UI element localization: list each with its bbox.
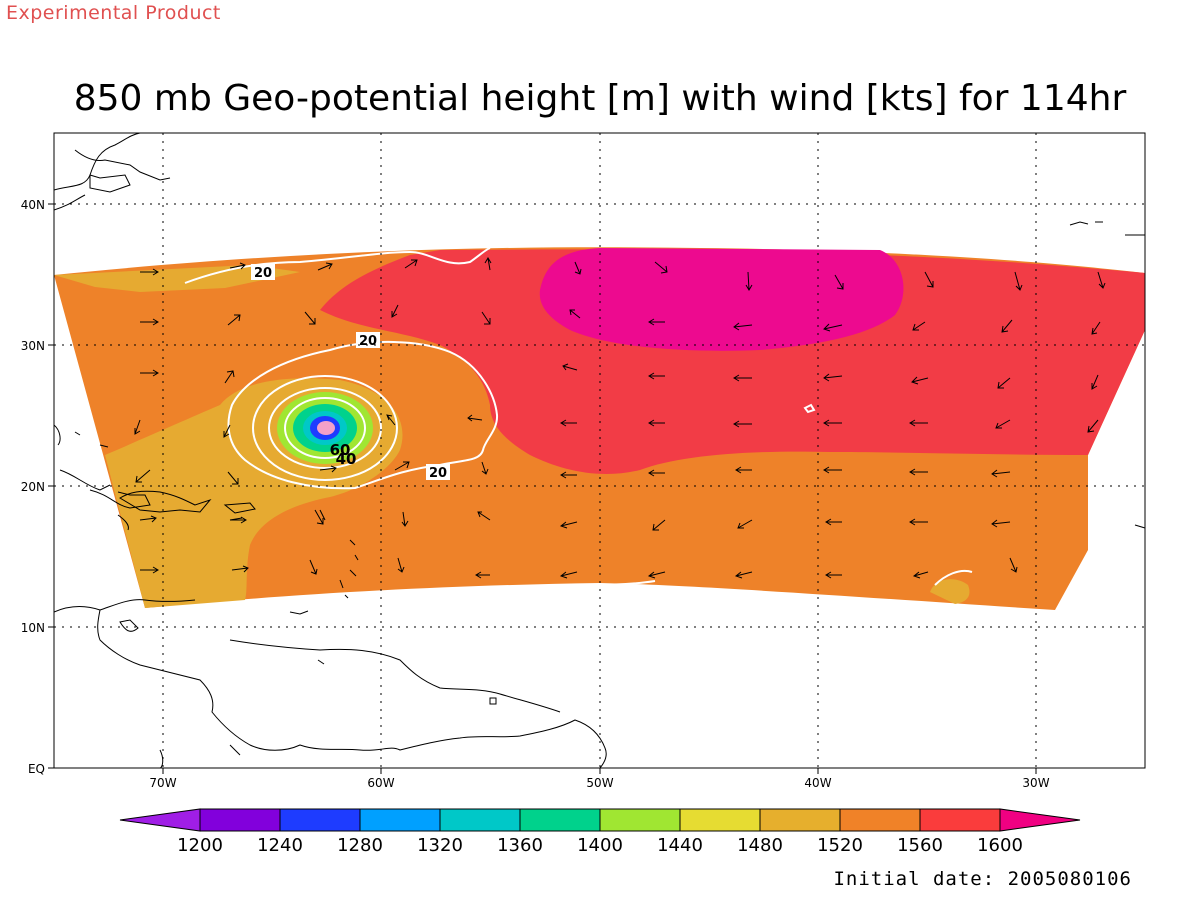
colorbar-segment [199, 808, 281, 832]
colorbar-segment [279, 808, 361, 832]
colorbar-low-arrow [119, 808, 201, 832]
plot-area: 20 20 20 60 40 [54, 133, 1145, 768]
wind-speed-contours [184, 247, 973, 586]
lon-label: 70W [149, 776, 176, 790]
colorbar-segment [439, 808, 521, 832]
colorbar-segment [919, 808, 1001, 832]
colorbar-tick-label: 1520 [817, 835, 863, 856]
colorbar-tick-label: 1600 [977, 835, 1023, 856]
experimental-product-label: Experimental Product [6, 2, 221, 24]
colorbar-labels: 1200 1240 1280 1320 1360 1400 1440 1480 … [177, 835, 1023, 856]
storm-center [277, 392, 373, 464]
lat-label: EQ [28, 762, 45, 776]
colorbar-tick-label: 1240 [257, 835, 303, 856]
lat-label: 30N [21, 339, 45, 353]
height-field-1520-1560-east-patch [930, 579, 970, 604]
map-grid [54, 133, 1145, 768]
contour-labels: 20 20 20 60 40 [251, 264, 450, 481]
lon-label: 60W [367, 776, 394, 790]
axis-ticks [48, 203, 1037, 774]
colorbar-tick-label: 1400 [577, 835, 623, 856]
colorbar-segment [519, 808, 601, 832]
colorbar-tick-label: 1440 [657, 835, 703, 856]
colorbar-high-arrow [999, 808, 1081, 832]
height-field-above-1600 [539, 248, 904, 351]
colorbar-segment [599, 808, 681, 832]
colorbar-segment [359, 808, 441, 832]
wind-vectors [134, 257, 1106, 579]
height-field-1520-1560-west [54, 265, 300, 292]
contour-label: 20 [359, 334, 377, 349]
lat-label: 40N [21, 198, 45, 212]
colorbar-tick-label: 1480 [737, 835, 783, 856]
colorbar-tick-label: 1320 [417, 835, 463, 856]
colorbar-tick-label: 1280 [337, 835, 383, 856]
initial-date-label: Initial date: 2005080106 [833, 868, 1132, 890]
contour-label: 40 [336, 450, 357, 468]
colorbar-tick-label: 1560 [897, 835, 943, 856]
contour-label: 20 [254, 266, 272, 281]
colorbar-tick-label: 1200 [177, 835, 223, 856]
contour-label: 20 [429, 466, 447, 481]
lon-label: 40W [804, 776, 831, 790]
map-title: 850 mb Geo-potential height [m] with win… [73, 78, 1127, 119]
lat-label: 10N [21, 621, 45, 635]
colorbar-segment [759, 808, 841, 832]
lon-label: 30W [1022, 776, 1049, 790]
colorbar-segment [839, 808, 921, 832]
longitude-labels: 70W 60W 50W 40W 30W [149, 776, 1049, 790]
lon-label: 50W [586, 776, 613, 790]
lat-label: 20N [21, 480, 45, 494]
height-field-1600-plus [320, 249, 1145, 475]
latitude-labels: 40N 30N 20N 10N EQ [21, 198, 45, 776]
colorbar-tick-label: 1360 [497, 835, 543, 856]
contour-label: 60 [330, 441, 351, 459]
coastlines [54, 133, 1145, 768]
colorbar-segment [679, 808, 761, 832]
colorbar [119, 808, 1081, 832]
